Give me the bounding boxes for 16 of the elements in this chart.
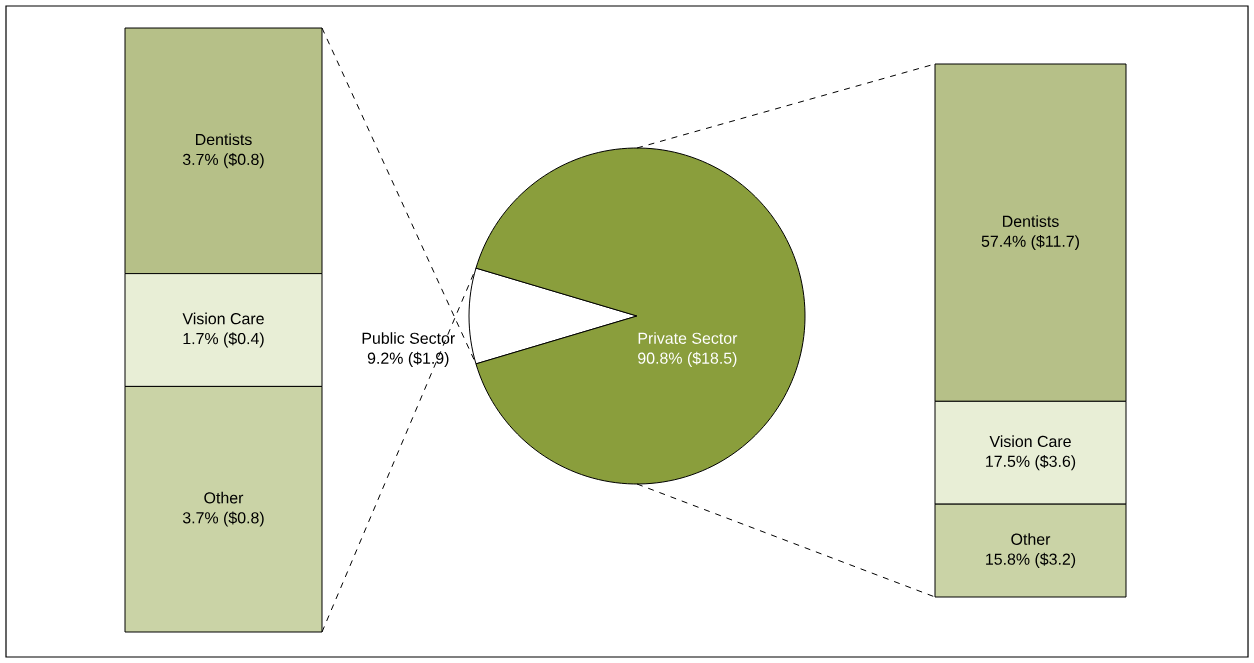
data-label: 57.4% ($11.7) xyxy=(981,234,1079,251)
series-label: Other xyxy=(1011,533,1051,545)
data-label: 3.7% ($0.8) xyxy=(182,511,264,527)
data-label: 9.2% ($1.9) xyxy=(367,351,449,367)
data-label: 17.5% ($3.6) xyxy=(986,455,1076,471)
series-label: Dentists xyxy=(196,133,252,146)
data-label: 15.8% ($3.2) xyxy=(986,552,1076,568)
series-label: Vision Care xyxy=(989,435,1071,448)
slice-label: Public Sector xyxy=(362,332,455,344)
series-label: Other xyxy=(204,491,244,504)
data-label: 3.7% ($0.8) xyxy=(182,153,264,169)
data-label: 1.7% ($0.4) xyxy=(183,332,264,348)
series-label: Vision Care xyxy=(182,312,264,325)
slice-label: Private Sector xyxy=(638,332,738,344)
data-label: 90.8% ($18.5) xyxy=(638,351,737,367)
series-label: Dentists xyxy=(1003,215,1059,227)
